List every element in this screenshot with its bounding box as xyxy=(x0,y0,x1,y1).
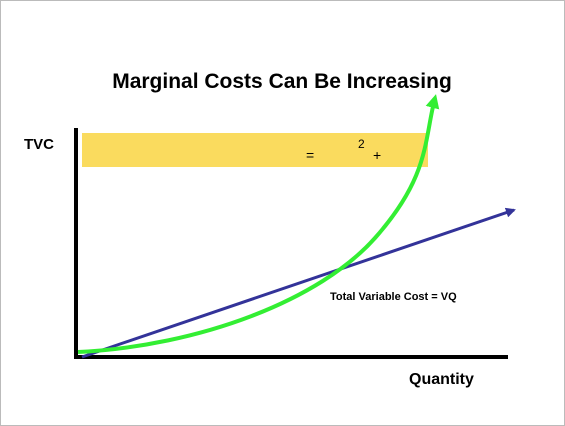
formula-exponent: 2 xyxy=(358,137,365,151)
tvc-line xyxy=(81,207,516,359)
formula-plus: + xyxy=(373,147,381,163)
formula-equals: = xyxy=(306,147,314,163)
formula-box xyxy=(82,133,428,167)
x-axis-label: Quantity xyxy=(409,371,474,388)
title: Marginal Costs Can Be Increasing xyxy=(112,70,452,93)
y-axis-label: TVC xyxy=(24,136,54,153)
tvc-curve xyxy=(77,94,440,354)
line-label: Total Variable Cost = VQ xyxy=(330,291,457,303)
